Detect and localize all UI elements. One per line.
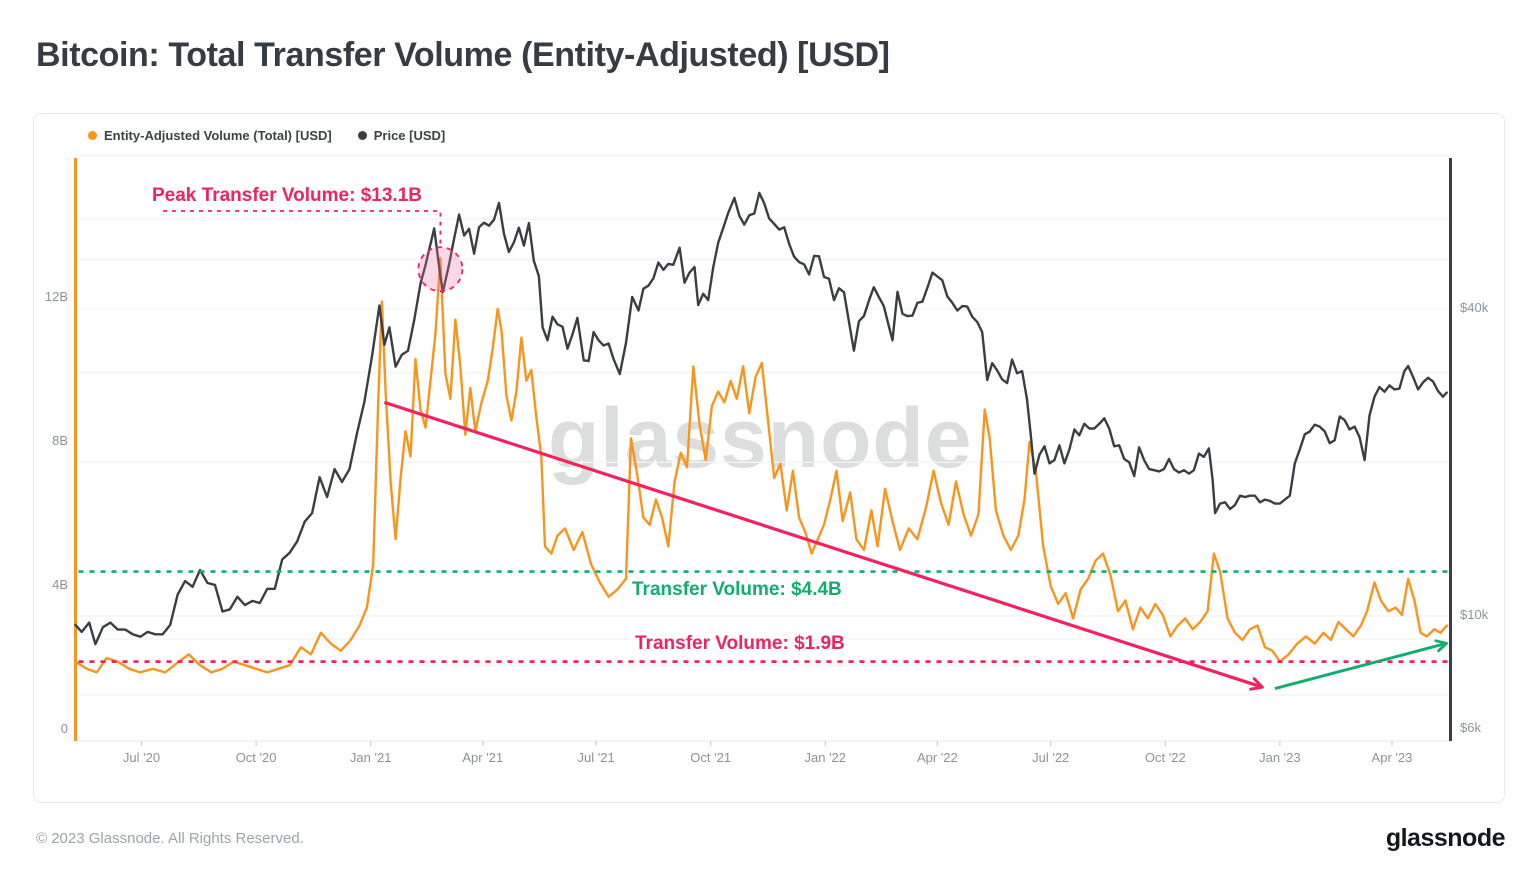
- lower-threshold-label: Transfer Volume: $1.9B: [635, 632, 845, 654]
- upper-threshold-label: Transfer Volume: $4.4B: [632, 578, 842, 600]
- x-tick-label: Jan '22: [804, 750, 847, 765]
- x-tick-label: Jul '22: [1032, 750, 1070, 765]
- legend-label-volume: Entity-Adjusted Volume (Total) [USD]: [104, 128, 332, 143]
- x-tick-label: Apr '23: [1371, 750, 1413, 765]
- y-right-tick-label: $40k: [1460, 299, 1489, 315]
- legend-item-volume[interactable]: Entity-Adjusted Volume (Total) [USD]: [88, 128, 332, 143]
- x-tick-label: Jan '23: [1259, 750, 1301, 765]
- copyright-text: © 2023 Glassnode. All Rights Reserved.: [36, 830, 304, 847]
- page-title: Bitcoin: Total Transfer Volume (Entity-A…: [36, 36, 890, 74]
- y-right-tick-label: $6k: [1460, 720, 1481, 735]
- legend-item-price[interactable]: Price [USD]: [357, 128, 446, 143]
- y-left-tick-label: 0: [60, 721, 68, 736]
- price-legend-marker-icon: [357, 131, 367, 140]
- legend-label-price: Price [USD]: [373, 128, 446, 143]
- volume-legend-marker-icon: [88, 131, 97, 140]
- glassnode-logo: glassnode: [1385, 824, 1506, 852]
- peak-annotation-label: Peak Transfer Volume: $13.1B: [152, 185, 422, 206]
- x-tick-label: Jul '21: [577, 750, 615, 765]
- legend: Entity-Adjusted Volume (Total) [USD] Pri…: [88, 128, 445, 143]
- x-tick-label: Jan '21: [349, 750, 392, 765]
- glassnode-watermark: glassnode: [548, 391, 973, 485]
- y-left-tick-label: 4B: [52, 577, 68, 592]
- y-left-tick-label: 8B: [52, 433, 68, 448]
- x-tick-label: Apr '22: [916, 750, 958, 765]
- x-tick-label: Oct '20: [235, 750, 277, 765]
- x-tick-label: Oct '22: [1144, 750, 1186, 765]
- y-right-tick-label: $10k: [1460, 606, 1489, 622]
- x-tick-label: Apr '21: [462, 750, 504, 765]
- y-left-tick-label: 12B: [44, 289, 68, 304]
- x-tick-label: Oct '21: [690, 750, 732, 765]
- x-tick-label: Jul '20: [122, 750, 161, 765]
